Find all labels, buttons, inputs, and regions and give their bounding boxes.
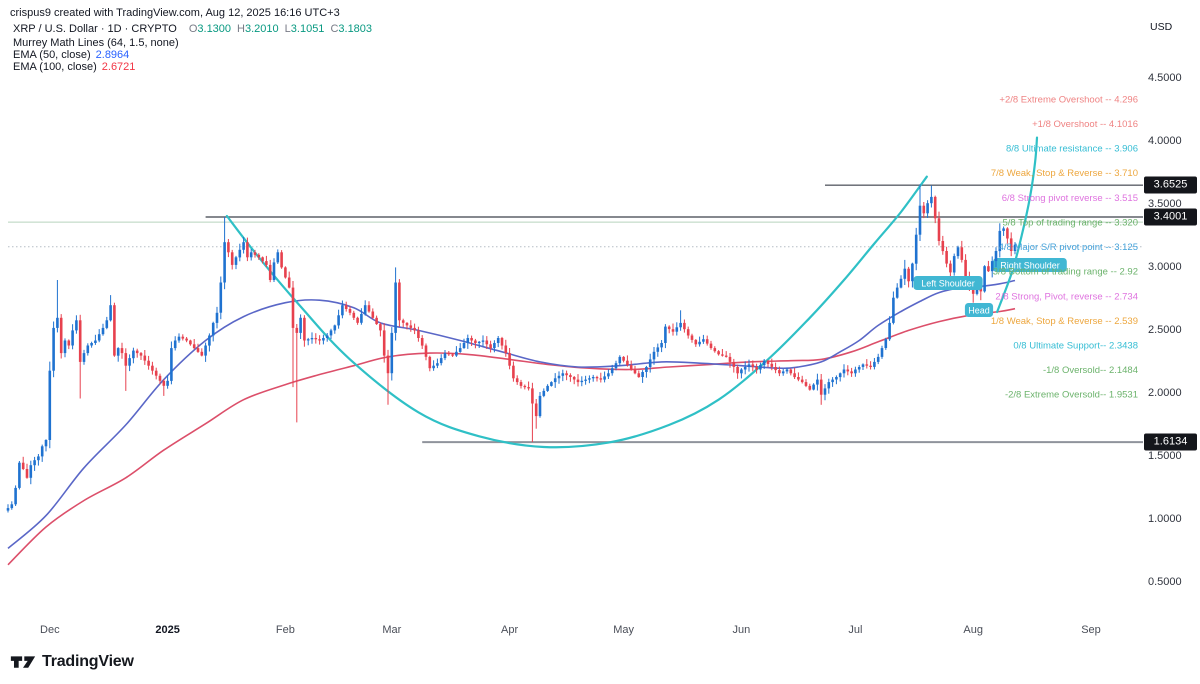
ema50-label: EMA (50, close) [13,49,91,61]
ohlc-L: L3.1051 [284,23,325,35]
murrey-label: +2/8 Extreme Overshoot -- 4.296 [999,94,1138,105]
candles-group [6,184,1017,513]
murrey-label: 8/8 Ultimate resistance -- 3.906 [1006,144,1138,155]
time-tick-2025: 2025 [155,624,180,636]
tradingview-logo-text: TradingView [42,653,134,670]
price-tick-2.5000: 2.5000 [1148,324,1182,337]
price-tick-3.5000: 3.5000 [1148,198,1182,211]
tradingview-logo-icon [10,656,36,668]
price-badge-3.6525: 3.6525 [1144,176,1197,194]
price-tick-1.5000: 1.5000 [1148,450,1182,463]
price-badge-3.4001: 3.4001 [1144,208,1197,226]
ohlc-H: H3.2010 [237,23,279,35]
price-tick-4.0000: 4.0000 [1148,135,1182,148]
time-tick-Aug: Aug [963,624,983,636]
svg-text:Head: Head [968,305,990,315]
murrey-label: 3/8 Bottom of trading range -- 2.92 [993,267,1138,278]
head-label[interactable]: Head [964,303,994,317]
price-tick-1.0000: 1.0000 [1148,513,1182,526]
price-tick-4.5000: 4.5000 [1148,72,1182,85]
ohlc-O: O3.1300 [188,23,232,35]
time-tick-Mar: Mar [382,624,402,636]
right-shoulder-label[interactable]: Right Shoulder [993,258,1067,272]
tradingview-logo[interactable]: TradingView [10,653,134,671]
symbol-title[interactable]: XRP / U.S. Dollar · 1D · CRYPTO [13,23,177,35]
breakout-curve[interactable] [996,136,1039,314]
ema-100-line[interactable] [7,307,1016,566]
murrey-labels-group: +2/8 Extreme Overshoot -- 4.296 +1/8 Over… [991,94,1138,400]
left-shoulder-label[interactable]: Left Shoulder [913,276,983,290]
time-tick-Dec: Dec [40,624,60,636]
attribution-text: crispus9 created with TradingView.com, A… [10,7,340,19]
ohlc-C: C3.1803 [330,23,373,35]
indicator-ema100-row[interactable]: EMA (100, close) 2.6721 [13,61,135,73]
murrey-label: 0/8 Ultimate Support-- 2.3438 [1013,341,1138,352]
price-tick-0.5000: 0.5000 [1148,576,1182,589]
ema100-value: 2.6721 [101,61,136,73]
indicator-murrey-row[interactable]: Murrey Math Lines (64, 1.5, none) [13,37,179,49]
murrey-label: -2/8 Extreme Oversold-- 1.9531 [1005,390,1138,401]
cup-curve[interactable] [225,175,928,449]
svg-text:Right Shoulder: Right Shoulder [1000,260,1060,270]
ohlc-values: O3.1300 H3.2010 L3.1051 C3.1803 [183,23,372,35]
murrey-label: +1/8 Overshoot -- 4.1016 [1032,119,1138,130]
time-tick-Jun: Jun [732,624,751,636]
symbol-ohlc-row: XRP / U.S. Dollar · 1D · CRYPTO O3.1300 H3… [13,23,372,35]
time-tick-Feb: Feb [275,624,295,636]
ema50-value: 2.8964 [95,49,130,61]
price-tick-2.0000: 2.0000 [1148,387,1182,400]
murrey-label: 7/8 Weak, Stop & Reverse -- 3.710 [991,168,1138,179]
price-badge-1.6134: 1.6134 [1144,433,1197,451]
murrey-label: -1/8 Oversold-- 2.1484 [1043,365,1138,376]
murrey-label: 4/8 Major S/R pivot point -- 3.125 [999,242,1138,253]
ema-50-line[interactable] [7,279,1016,550]
price-tick-3.0000: 3.0000 [1148,261,1182,274]
svg-text:Left Shoulder: Left Shoulder [921,278,975,288]
ema100-label: EMA (100, close) [13,61,97,73]
time-tick-Apr: Apr [501,624,519,636]
murrey-label: 1/8 Weak, Stop & Reverse -- 2.539 [991,316,1138,327]
murrey-label: 2/8 Strong, Pivot, reverse -- 2.734 [995,291,1138,302]
murrey-label: 5/8 Top of trading range -- 3.320 [1002,218,1138,229]
time-tick-May: May [613,624,634,636]
murrey-label: 6/8 Strong pivot reverse -- 3.515 [1002,193,1138,204]
indicator-ema50-row[interactable]: EMA (50, close) 2.8964 [13,49,129,61]
time-tick-Sep: Sep [1081,624,1101,636]
time-tick-Jul: Jul [848,624,863,636]
axis-currency-label: USD [1150,21,1173,33]
